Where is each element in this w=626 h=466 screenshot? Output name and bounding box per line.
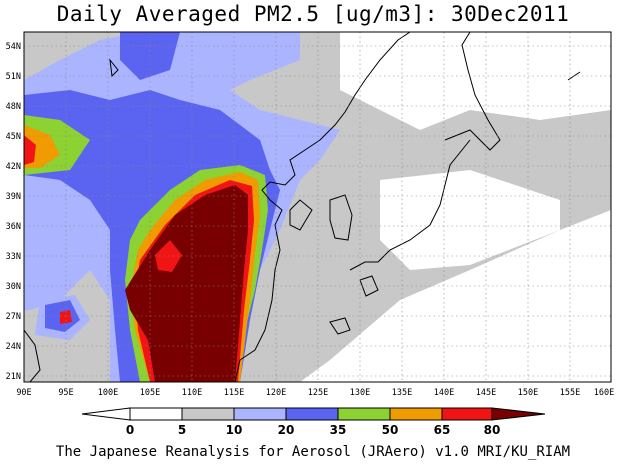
lon-tick: 100E xyxy=(98,388,118,398)
colorbar xyxy=(81,407,546,421)
data-source-footer: The Japanese Reanalysis for Aerosol (JRA… xyxy=(55,444,571,460)
lon-tick: 120E xyxy=(266,388,286,398)
map-gridlines xyxy=(24,32,611,382)
lat-tick: 45N xyxy=(6,132,21,142)
lon-tick: 105E xyxy=(140,388,160,398)
lon-tick-labels: 90E 95E 100E 105E 110E 115E 120E 125E 13… xyxy=(16,388,614,398)
lon-tick: 160E xyxy=(594,388,614,398)
colorbar-label: 20 xyxy=(278,423,295,437)
lat-tick: 51N xyxy=(6,72,21,82)
lon-tick: 90E xyxy=(16,388,31,398)
lat-tick: 54N xyxy=(6,42,21,52)
lon-tick: 155E xyxy=(560,388,580,398)
colorbar-bin xyxy=(441,407,493,421)
lat-tick-labels: 21N 24N 27N 30N 33N 36N 39N 42N 45N 48N … xyxy=(6,42,21,382)
lat-tick: 42N xyxy=(6,162,21,172)
pm25-field xyxy=(24,32,611,382)
lon-tick: 115E xyxy=(224,388,244,398)
lat-tick: 21N xyxy=(6,372,21,382)
lat-tick: 48N xyxy=(6,102,21,112)
lat-tick: 33N xyxy=(6,252,21,262)
colorbar-upper-arrow xyxy=(491,407,546,421)
colorbar-label: 65 xyxy=(434,423,451,437)
lat-tick: 39N xyxy=(6,192,21,202)
colorbar-bin xyxy=(129,407,183,421)
colorbar-bin xyxy=(233,407,287,421)
lon-tick: 145E xyxy=(476,388,496,398)
colorbar-label: 50 xyxy=(382,423,399,437)
lon-tick: 125E xyxy=(308,388,328,398)
lon-tick: 110E xyxy=(182,388,202,398)
colorbar-label: 10 xyxy=(226,423,243,437)
colorbar-bin xyxy=(337,407,391,421)
map-frame xyxy=(23,31,612,383)
map-title: Daily Averaged PM2.5 [ug/m3]: 30Dec2011 xyxy=(56,2,570,26)
lat-tick: 30N xyxy=(6,282,21,292)
colorbar-lower-arrow xyxy=(81,407,131,421)
colorbar-label: 5 xyxy=(178,423,186,437)
colorbar-label: 0 xyxy=(126,423,134,437)
lon-tick: 150E xyxy=(518,388,538,398)
lon-tick: 130E xyxy=(350,388,370,398)
colorbar-bin xyxy=(389,407,443,421)
lon-tick: 135E xyxy=(392,388,412,398)
colorbar-bin xyxy=(285,407,339,421)
lat-tick: 27N xyxy=(6,312,21,322)
lon-tick: 95E xyxy=(58,388,73,398)
lat-tick: 24N xyxy=(6,342,21,352)
colorbar-label: 35 xyxy=(330,423,347,437)
lon-tick: 140E xyxy=(434,388,454,398)
lat-tick: 36N xyxy=(6,222,21,232)
colorbar-bin xyxy=(181,407,235,421)
colorbar-labels: 0 5 10 20 35 50 65 80 xyxy=(126,423,501,437)
colorbar-label: 80 xyxy=(484,423,501,437)
